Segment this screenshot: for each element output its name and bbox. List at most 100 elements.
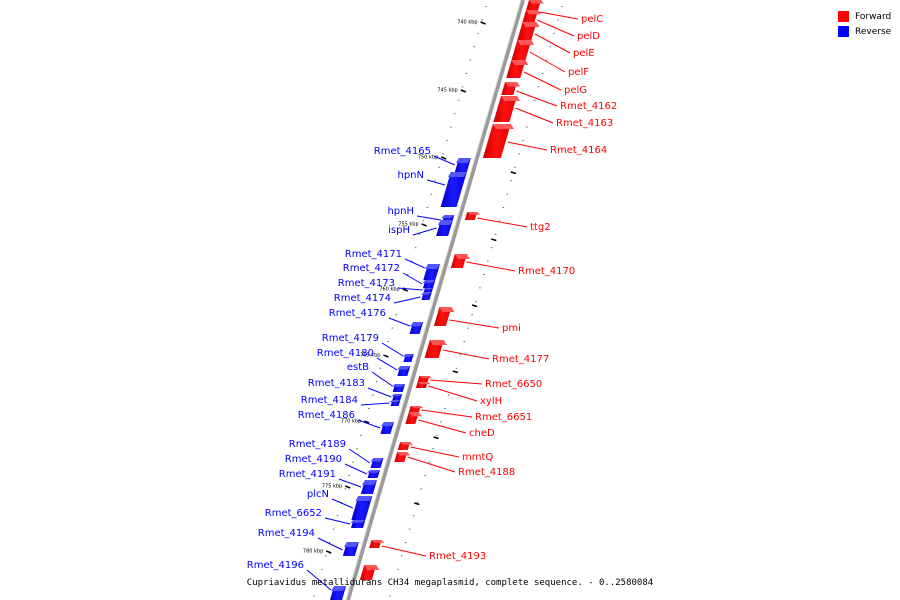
major-tick [452, 370, 459, 374]
minor-tick [371, 394, 374, 396]
minor-tick [360, 434, 362, 436]
forward-gene-bevel [505, 82, 521, 87]
reverse-gene-bevel [391, 394, 403, 397]
tick-label: 760 kbp [379, 287, 399, 293]
reverse-gene-label: hpnN [397, 170, 424, 181]
forward-gene-bevel [417, 382, 431, 385]
reverse-gene-bevel [355, 496, 373, 501]
reverse-gene-label: Rmet_4196 [247, 560, 304, 571]
reverse-gene [440, 172, 467, 207]
reverse-gene-label: Rmet_4173 [338, 278, 395, 289]
forward-gene-label: Rmet_4162 [560, 101, 617, 112]
forward-gene-bevel [526, 10, 542, 15]
forward-gene-bevel [522, 22, 540, 27]
forward-leader-line [477, 217, 528, 228]
legend: Forward Reverse [838, 9, 891, 39]
forward-gene-label: Rmet_6650 [485, 379, 542, 390]
reverse-gene-label: Rmet_4171 [345, 249, 402, 260]
minor-tick [418, 233, 421, 235]
minor-tick [325, 555, 327, 557]
reverse-gene [351, 496, 373, 520]
reverse-gene-label: Rmet_4176 [329, 308, 386, 319]
forward-gene-label: cheD [469, 428, 495, 439]
reverse-gene-label: Rmet_4179 [322, 333, 379, 344]
reverse-gene-label: Rmet_4165 [374, 146, 431, 157]
major-tick [414, 502, 420, 506]
minor-tick [549, 46, 552, 48]
forward-gene-label: Rmet_4177 [492, 354, 549, 365]
reverse-leader-line [404, 258, 426, 269]
minor-tick [379, 367, 382, 369]
forward-leader-line [536, 19, 575, 37]
reverse-gene-bevel [447, 172, 467, 177]
reverse-swatch [838, 26, 849, 37]
forward-gene-label: ttg2 [530, 222, 551, 233]
minor-tick [561, 6, 563, 7]
minor-tick [336, 515, 339, 517]
reverse-gene-label: Rmet_4174 [334, 293, 391, 304]
reverse-leader-line [348, 448, 371, 464]
map-caption: Cupriavidus metallidurans CH34 megaplasm… [246, 578, 654, 588]
forward-leader-line [515, 107, 554, 124]
minor-tick [395, 314, 397, 316]
minor-tick [428, 461, 430, 463]
major-tick [363, 420, 370, 424]
reverse-leader-line [376, 357, 398, 371]
genes-layer [329, 0, 544, 600]
minor-tick [557, 19, 559, 21]
minor-tick [442, 153, 444, 155]
forward-gene-label: pelC [581, 14, 603, 25]
forward-leader-line [430, 379, 483, 385]
minor-tick [553, 32, 555, 34]
reverse-gene-bevel [391, 384, 405, 387]
tick-label: 755 kbp [398, 222, 418, 228]
minor-tick [404, 542, 407, 543]
forward-leader-line [449, 319, 500, 329]
major-tick [433, 436, 439, 440]
forward-gene-bevel [408, 412, 422, 417]
reverse-leader-line [324, 517, 351, 525]
minor-tick [537, 86, 540, 88]
forward-gene-bevel [454, 254, 470, 259]
minor-tick [397, 568, 399, 570]
minor-tick [317, 582, 319, 584]
reverse-gene-label: Rmet_4194 [258, 528, 315, 539]
forward-gene-label: Rmet_4193 [429, 551, 486, 562]
minor-tick [450, 126, 452, 128]
reverse-gene-bevel [420, 292, 432, 295]
minor-tick [481, 19, 483, 21]
minor-tick [498, 220, 501, 222]
reverse-gene-label: hpnH [387, 206, 414, 217]
forward-leader-line [529, 51, 566, 73]
minor-tick [455, 367, 458, 369]
forward-gene-label: pelD [577, 31, 600, 42]
reverse-leader-line [367, 387, 392, 398]
forward-gene-label: Rmet_4163 [556, 118, 613, 129]
forward-gene-label: pmi [502, 323, 521, 334]
forward-leader-line [410, 446, 460, 458]
minor-tick [367, 408, 370, 409]
minor-tick [541, 73, 544, 74]
reverse-leader-line [397, 287, 423, 291]
forward-gene-label: Rmet_4170 [518, 266, 575, 277]
minor-tick [457, 99, 460, 101]
forward-gene-bevel [500, 96, 520, 101]
reverse-gene-label: Rmet_6652 [265, 508, 322, 519]
forward-leader-line [516, 90, 558, 107]
minor-tick [514, 166, 516, 168]
reverse-gene-bevel [410, 322, 424, 327]
minor-tick [502, 207, 505, 208]
minor-tick [321, 568, 323, 570]
labels-layer: pelC pelD pelE pelF pelG Rmet_4162 Rmet_4163 Rm… [247, 11, 617, 591]
forward-gene-bevel [410, 406, 424, 409]
major-tick [460, 89, 467, 93]
minor-tick [533, 99, 536, 101]
minor-tick [436, 434, 438, 436]
major-tick [491, 238, 497, 242]
minor-tick [545, 59, 548, 61]
tick-label: 775 kbp [322, 484, 342, 490]
minor-tick [375, 381, 378, 383]
minor-tick [443, 408, 446, 409]
reverse-gene-bevel [402, 354, 414, 357]
minor-tick [463, 341, 466, 342]
